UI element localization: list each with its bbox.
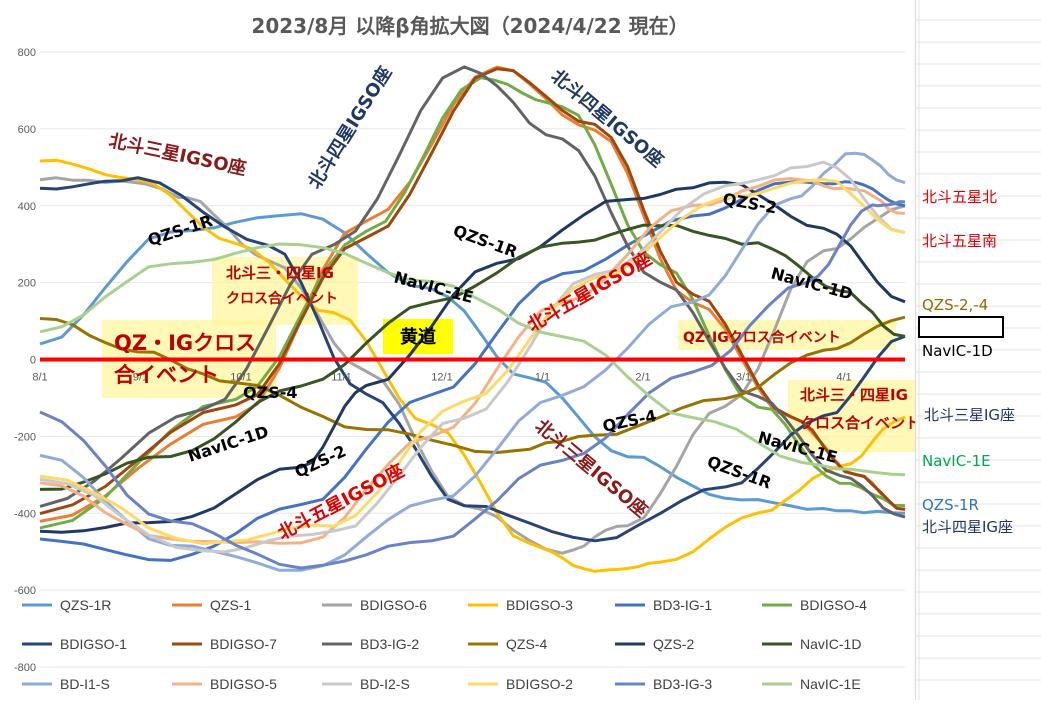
series-line-bd3-ig-3 xyxy=(39,200,906,570)
side-label-beidou5-north: 北斗五星北 xyxy=(922,188,997,206)
series-line-bdigso-3 xyxy=(39,158,906,573)
anno-qz-ig-cross-b: 合イベント xyxy=(114,363,219,387)
legend-label: BDIGSO-5 xyxy=(210,676,277,692)
legend-label: QZS-2 xyxy=(653,636,694,652)
legend-label: BDIGSO-2 xyxy=(506,676,573,692)
x-tick-label: 2/1 xyxy=(635,372,650,384)
legend-label: BD-I2-S xyxy=(360,676,410,692)
series-line-bd3-ig-1 xyxy=(39,180,906,562)
legend-label: NavIC-1E xyxy=(800,676,861,692)
legend-label: BDIGSO-3 xyxy=(506,597,573,613)
legend-label: BDIGSO-4 xyxy=(800,597,867,613)
legend-label: BD3-IG-2 xyxy=(360,636,419,652)
side-label-qzs1r: QZS-1R xyxy=(922,496,979,514)
legend-label: BDIGSO-6 xyxy=(360,597,427,613)
legend-label: BD3-IG-3 xyxy=(653,676,712,692)
legend-label: QZS-1R xyxy=(60,597,111,613)
series-line-navic-1e xyxy=(39,242,906,477)
anno-qz-ig-cross-a: QZ・IGクロス xyxy=(114,331,256,355)
legend-label: BD3-IG-1 xyxy=(653,597,712,613)
y-tick-label: 0 xyxy=(30,355,36,367)
x-tick-label: 10/1 xyxy=(230,372,251,384)
legend-label: BDIGSO-1 xyxy=(60,636,127,652)
side-label-qzs2-4: QZS-2,-4 xyxy=(922,296,988,314)
series-line-qzs-1r xyxy=(39,212,906,515)
side-label-navic1d: NavIC-1D xyxy=(922,342,993,360)
series-line-qzs-2 xyxy=(39,180,906,534)
anno-cross-34-right-a: 北斗三・四星IG xyxy=(800,386,908,404)
series-line-bdigso-2 xyxy=(39,178,906,546)
legend-label: NavIC-1D xyxy=(800,636,861,652)
y-tick-label: -800 xyxy=(14,662,36,674)
side-panel-labels: 北斗五星北 北斗五星南 QZS-2,-4 NavIC-1D 北斗三星IG座 Na… xyxy=(916,0,1041,700)
y-tick-label: -200 xyxy=(14,431,36,443)
x-tick-label: 11/1 xyxy=(331,372,352,384)
x-tick-label: 8/1 xyxy=(32,372,47,384)
series-line-bd-i2-s xyxy=(39,160,906,554)
anno-qz-ig-cross-right: QZ･IGクロス合イベント xyxy=(683,329,841,346)
legend-label: BD-I1-S xyxy=(60,676,110,692)
series-line-bdigso-7 xyxy=(39,67,906,516)
legend: QZS-1R QZS-1 BDIGSO-6 BDIGSO-3 BD3-IG-1 BDIGS… xyxy=(22,597,867,692)
anno-ecliptic: 黄道 xyxy=(400,326,436,348)
x-tick-label: 9/1 xyxy=(133,372,148,384)
x-tick-label: 1/1 xyxy=(535,372,550,384)
y-tick-label: 600 xyxy=(18,124,36,136)
y-tick-label: 800 xyxy=(18,47,36,59)
series-line-bd3-ig-2 xyxy=(39,65,906,519)
selected-cell[interactable] xyxy=(918,316,1004,338)
chart-title: 2023/8月 以降β角拡大図（2024/4/22 現在） xyxy=(251,14,688,38)
series-line-bdigso-1 xyxy=(39,176,906,543)
x-tick-label: 4/1 xyxy=(836,372,851,384)
y-tick-label: 200 xyxy=(18,278,36,290)
y-tick-label: 400 xyxy=(18,201,36,213)
legend-label: QZS-1 xyxy=(210,597,251,613)
side-label-beidou5-south: 北斗五星南 xyxy=(922,232,997,250)
anno-cross-34-right-b: クロス合イベント xyxy=(800,414,920,432)
anno-cross-34-a: 北斗三・四星IG xyxy=(226,264,334,282)
y-tick-label: -400 xyxy=(14,508,36,520)
anno-qzs4-left: QZS-4 xyxy=(243,383,298,402)
x-tick-label: 12/1 xyxy=(431,372,452,384)
side-label-beidou3-ig: 北斗三星IG座 xyxy=(924,406,1015,424)
x-tick-label: 3/1 xyxy=(736,372,751,384)
ecliptic-highlight xyxy=(383,319,453,354)
side-label-beidou4-ig: 北斗四星IG座 xyxy=(922,518,1013,536)
side-label-navic1e: NavIC-1E xyxy=(922,452,991,470)
anno-cross-34-b: クロス合イベント xyxy=(226,290,338,307)
legend-label: QZS-4 xyxy=(506,636,547,652)
spreadsheet-side-panel: 北斗五星北 北斗五星南 QZS-2,-4 NavIC-1D 北斗三星IG座 Na… xyxy=(915,0,1041,700)
legend-label: BDIGSO-7 xyxy=(210,636,277,652)
y-tick-label: -600 xyxy=(14,585,36,597)
